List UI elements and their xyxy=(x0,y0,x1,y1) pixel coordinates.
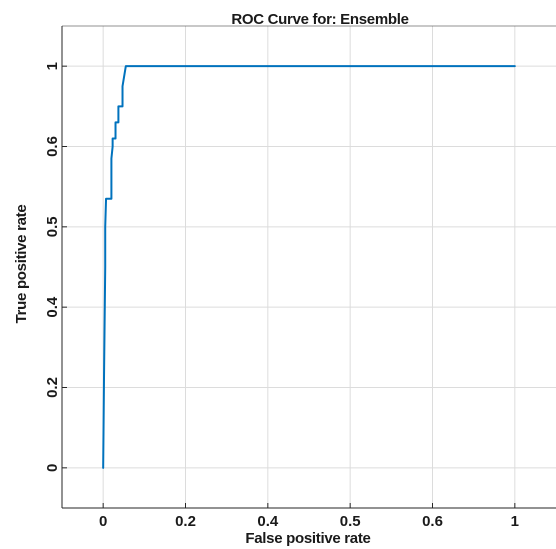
y-tick-label-5: 1 xyxy=(44,62,61,70)
x-tick-label-2: 0.4 xyxy=(257,513,279,530)
y-tick-label-4: 0.6 xyxy=(44,136,61,157)
series-layer xyxy=(102,65,516,469)
x-tick-label-0: 0 xyxy=(99,513,107,530)
y-axis-label: True positive rate xyxy=(13,205,30,324)
roc-curve-line-0 xyxy=(102,65,516,469)
x-axis-label: False positive rate xyxy=(245,530,370,547)
x-tick-label-3: 0.5 xyxy=(340,513,361,530)
y-tick-label-3: 0.5 xyxy=(44,216,61,237)
x-tick-label-1: 0.2 xyxy=(175,513,196,530)
tick-label-layer: 0 0.2 0.4 0.5 0.6 1 0 0.2 0.4 0.5 0.6 1 xyxy=(44,62,519,530)
y-tick-label-1: 0.2 xyxy=(44,377,61,398)
x-tick-label-5: 1 xyxy=(511,513,519,530)
y-tick-label-2: 0.4 xyxy=(44,296,61,318)
x-tick-label-4: 0.6 xyxy=(422,513,443,530)
y-tick-label-0: 0 xyxy=(44,464,61,472)
axes-layer xyxy=(61,25,556,509)
chart-title: ROC Curve for: Ensemble xyxy=(231,11,408,28)
